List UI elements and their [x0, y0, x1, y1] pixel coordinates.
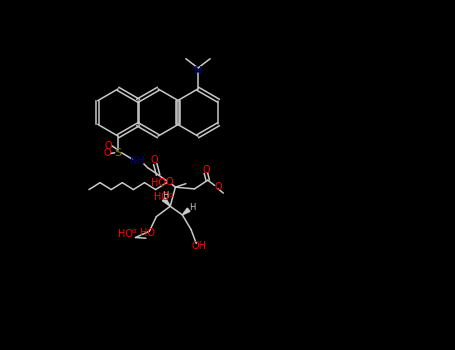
- Text: HO: HO: [154, 192, 169, 202]
- Text: H: H: [189, 203, 195, 212]
- Text: O: O: [214, 182, 222, 192]
- Text: HO: HO: [151, 178, 166, 188]
- Text: N: N: [194, 66, 202, 76]
- Text: α: α: [131, 228, 136, 234]
- Text: S: S: [115, 148, 121, 158]
- Text: HO: HO: [140, 228, 155, 238]
- Text: HO: HO: [118, 229, 133, 239]
- Text: O: O: [103, 148, 111, 159]
- Polygon shape: [182, 208, 190, 215]
- Text: O: O: [151, 155, 158, 165]
- Text: NH: NH: [130, 156, 145, 166]
- Text: H: H: [162, 191, 168, 199]
- Text: O: O: [202, 165, 210, 175]
- Text: O: O: [166, 177, 173, 187]
- Polygon shape: [162, 198, 170, 206]
- Text: OH: OH: [191, 241, 206, 251]
- Text: α: α: [169, 192, 173, 198]
- Text: O: O: [105, 141, 112, 151]
